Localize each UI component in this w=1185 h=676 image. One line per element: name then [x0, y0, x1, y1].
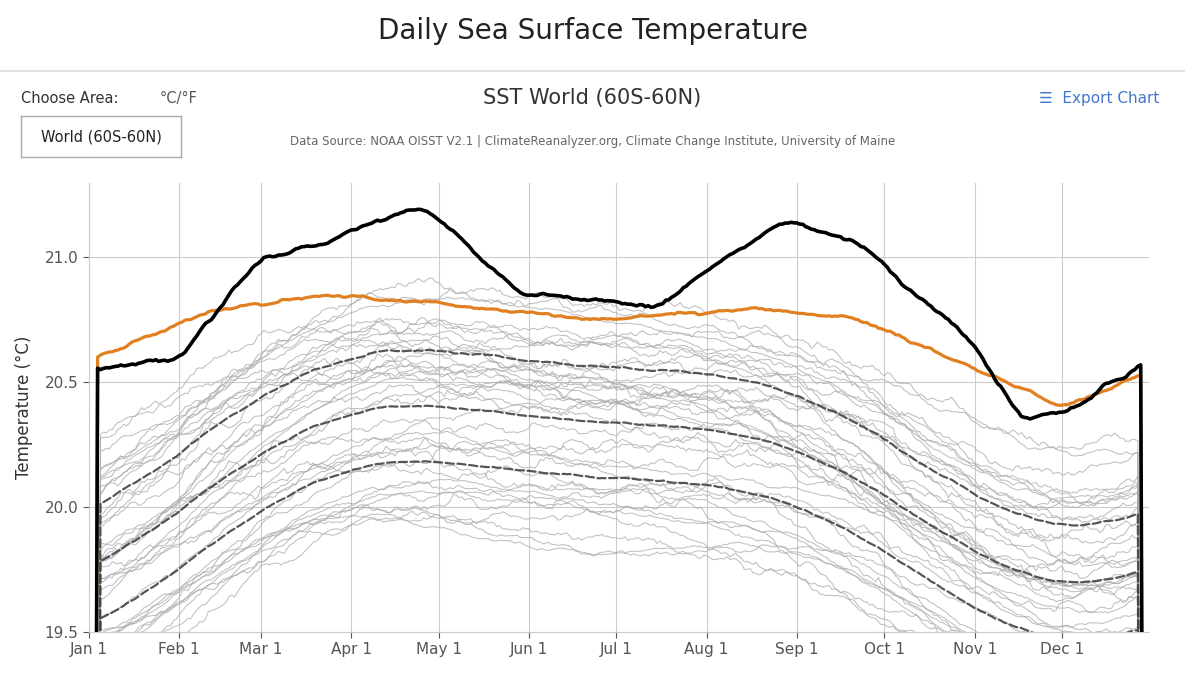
Text: Daily Sea Surface Temperature: Daily Sea Surface Temperature — [378, 17, 807, 45]
Text: Choose Area:: Choose Area: — [21, 91, 118, 105]
Y-axis label: Temperature (°C): Temperature (°C) — [15, 335, 33, 479]
Text: ☰  Export Chart: ☰ Export Chart — [1038, 91, 1159, 105]
Text: °C/°F: °C/°F — [160, 91, 198, 105]
Text: SST World (60S-60N): SST World (60S-60N) — [483, 88, 702, 108]
Text: World (60S-60N): World (60S-60N) — [40, 129, 162, 144]
Text: Data Source: NOAA OISST V2.1 | ClimateReanalyzer.org, Climate Change Institute, : Data Source: NOAA OISST V2.1 | ClimateRe… — [290, 135, 895, 149]
